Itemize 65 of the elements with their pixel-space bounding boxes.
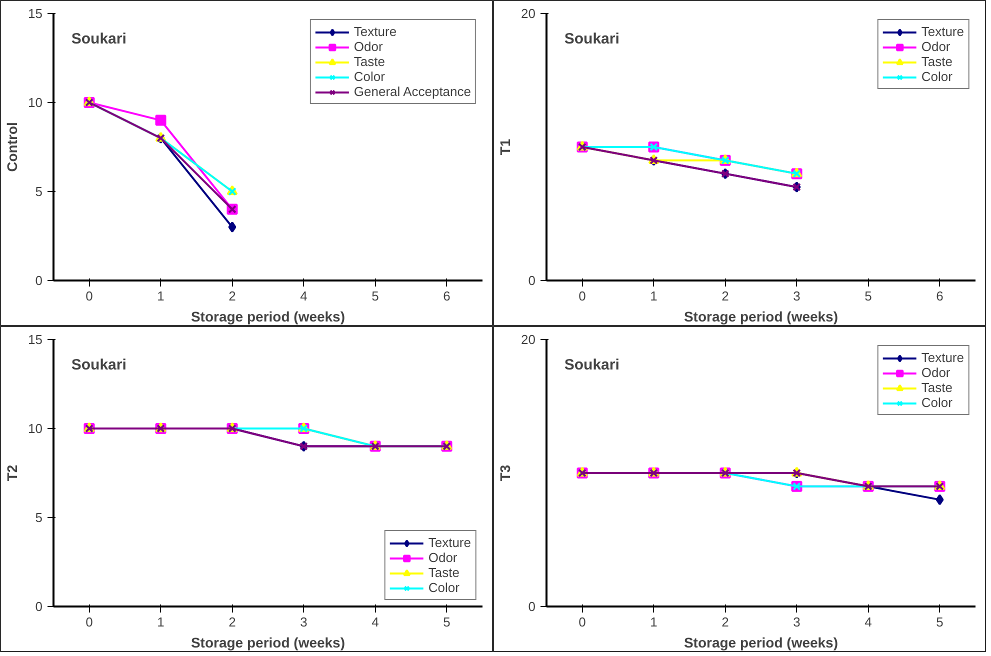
x-tick-label: 3 (793, 288, 800, 304)
y-tick-label: 10 (28, 95, 43, 110)
legend-label: Odor (921, 39, 950, 54)
x-tick-label: 1 (650, 288, 658, 304)
y-tick-label: 0 (528, 599, 536, 614)
y-tick-label: 20 (521, 332, 536, 347)
legend-label: Color (921, 395, 952, 410)
x-tick-label: 0 (86, 288, 93, 304)
x-tick-label: 1 (650, 614, 658, 630)
y-axis-title: T1 (497, 138, 514, 156)
text: Soukari (564, 356, 620, 374)
x-tick-label: 5 (936, 614, 944, 630)
x-tick-label: 2 (228, 614, 236, 630)
x-tick-label: 1 (157, 614, 164, 630)
legend-label: Color (428, 580, 460, 595)
legend-label: Texture (921, 350, 964, 365)
x-tick-label: 0 (578, 288, 586, 304)
x-tick-label: 2 (722, 614, 729, 630)
x-tick-label: 0 (86, 614, 93, 630)
legend-label: Color (921, 69, 952, 84)
y-tick-label: 15 (28, 332, 43, 347)
x-tick-label: 1 (157, 288, 164, 304)
legend-label: General Acceptance (354, 84, 471, 99)
x-tick-label: 4 (864, 614, 872, 630)
y-tick-label: 0 (35, 599, 43, 614)
x-tick-label: 6 (443, 288, 450, 304)
x-tick-label: 6 (936, 288, 944, 304)
legend-label: Odor (921, 365, 950, 380)
x-tick-label: 5 (443, 614, 450, 630)
x-tick-label: 3 (300, 614, 308, 630)
y-axis-title: T3 (497, 464, 514, 482)
y-tick-label: 0 (35, 273, 43, 288)
y-tick-label: 20 (521, 6, 536, 21)
legend-label: Taste (428, 565, 460, 580)
y-tick-label: 15 (28, 6, 43, 21)
y-tick-label: 5 (35, 184, 43, 199)
x-axis-title: Storage period (weeks) (190, 308, 346, 324)
legend-label: Taste (354, 54, 385, 69)
x-tick-label: 2 (722, 288, 729, 304)
y-tick-label: 10 (28, 421, 43, 436)
text: Soukari (564, 30, 620, 48)
y-axis-title: T2 (4, 464, 20, 482)
legend-label: Texture (921, 24, 964, 39)
text: Soukari (71, 356, 126, 374)
x-axis-title: Storage period (weeks) (684, 308, 838, 324)
legend-label: Texture (428, 535, 471, 550)
y-axis-title: Control (4, 122, 20, 172)
legend-label: Taste (921, 380, 952, 395)
x-tick-label: 4 (372, 614, 379, 630)
legend-label: Texture (354, 24, 397, 39)
text: Soukari (71, 30, 126, 48)
x-tick-label: 4 (300, 288, 308, 304)
x-tick-label: 5 (864, 288, 872, 304)
legend-label: Color (354, 69, 385, 84)
legend-label: Odor (428, 550, 458, 565)
y-tick-label: 0 (528, 273, 536, 288)
x-tick-label: 3 (793, 614, 800, 630)
legend-label: Taste (921, 54, 952, 69)
x-axis-title: Storage period (weeks) (190, 634, 346, 650)
x-tick-label: 2 (228, 288, 236, 304)
x-axis-title: Storage period (weeks) (684, 634, 838, 650)
y-tick-label: 5 (35, 510, 43, 525)
legend-label: Odor (354, 39, 383, 54)
x-tick-label: 5 (372, 288, 379, 304)
x-tick-label: 0 (578, 614, 586, 630)
